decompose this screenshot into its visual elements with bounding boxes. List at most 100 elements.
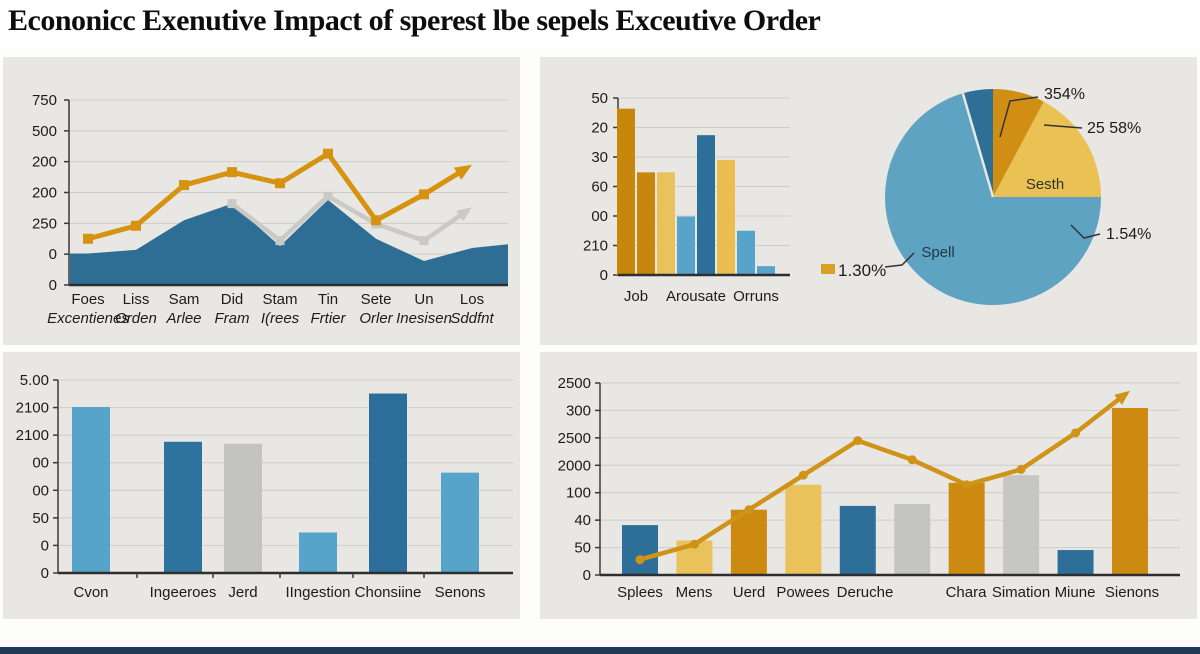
y-tick-label: 40 <box>574 512 591 529</box>
y-tick-label: 300 <box>566 402 591 419</box>
x-tick-label: Chara <box>946 584 988 601</box>
line-marker <box>131 220 141 231</box>
x-tick-label: Powees <box>776 584 829 601</box>
page-title: Econonicc Exenutive Impact of sperest lb… <box>8 4 821 37</box>
y-tick-label: 200 <box>32 185 57 202</box>
bar <box>224 443 262 573</box>
y-tick-label: 5.00 <box>20 372 49 389</box>
y-tick-label: 2500 <box>558 430 591 447</box>
pie-slice <box>885 93 1101 306</box>
y-tick-label: 00 <box>591 208 608 225</box>
y-tick-label: 00 <box>32 482 49 499</box>
bar <box>717 159 735 275</box>
y-tick-label: 0 <box>49 277 57 294</box>
x-tick-label: Cvon <box>73 584 108 601</box>
line-marker <box>323 191 333 201</box>
pie-callout-label: 1.54% <box>1106 226 1151 243</box>
bar <box>441 472 479 573</box>
x-tick-label: Stam <box>262 291 297 308</box>
y-tick-label: 0 <box>41 565 49 582</box>
line-marker <box>275 178 285 189</box>
x-tick-label: Liss <box>123 291 150 308</box>
y-tick-label: 60 <box>591 179 608 196</box>
x-tick-label: Sienons <box>1105 584 1159 601</box>
x-tick-label: Deruche <box>837 584 894 601</box>
callout-line <box>999 96 1039 138</box>
y-tick-label: 750 <box>32 92 57 109</box>
combo-bar-line-chart-svg: 2500 300 2500 2000 100 40 50 0 Splees Mens Uerd Pow… <box>558 375 1180 601</box>
callout-line <box>1070 224 1101 239</box>
bar <box>677 216 695 275</box>
x-tick-label: Los <box>460 291 484 308</box>
bar-and-pie-chart-svg: 50 20 30 60 00 210 0 Job Arousate Orruns 354%25 58… <box>583 86 1151 306</box>
x-tick-label: Ingeeroes <box>150 584 217 601</box>
x-tick-label: Simation <box>992 584 1050 601</box>
panel-area-line-chart: 750 500 200 200 250 0 0 Foes Excentienes Liss Orde… <box>3 57 520 345</box>
x-tick-label: Splees <box>617 584 663 601</box>
x-tick-label: Sddfnt <box>450 310 494 327</box>
bar <box>637 172 655 275</box>
panel-bar-and-pie-chart: 50 20 30 60 00 210 0 Job Arousate Orruns 354% 25 58… <box>540 57 1197 345</box>
x-tick-label: Foes <box>71 291 104 308</box>
bar <box>1003 475 1040 575</box>
bar <box>657 172 675 275</box>
pie-callout-label: 25 58% <box>1087 120 1141 137</box>
x-tick-label: Fram <box>215 310 250 327</box>
line-marker <box>323 148 333 159</box>
x-tick-label: Uerd <box>733 584 766 601</box>
gold-line-series <box>85 151 460 242</box>
pie-callout-label: 354% <box>1044 86 1085 103</box>
bar <box>369 393 407 573</box>
y-tick-label: 50 <box>32 510 49 527</box>
panel-category-bar-chart: 5.00 2100 2100 00 00 50 0 0 Cvon Ingeeroes Jerd IIn… <box>3 352 520 619</box>
bar <box>622 525 658 575</box>
x-tick-label: Inesisen <box>396 310 452 327</box>
line-marker <box>635 555 645 565</box>
x-tick-label: Arousate <box>666 288 726 305</box>
y-tick-label: 20 <box>591 120 608 137</box>
line-marker <box>419 189 429 200</box>
line-marker <box>371 215 381 226</box>
line-marker <box>1016 464 1026 474</box>
y-tick-label: 250 <box>32 215 57 232</box>
arrow-head-icon <box>453 164 472 180</box>
callout-line <box>1043 124 1083 129</box>
bar <box>730 509 767 575</box>
pie-slice-label: Sesth <box>1026 176 1064 193</box>
bar <box>1112 407 1148 575</box>
line-marker <box>1071 428 1081 438</box>
y-tick-label: 2000 <box>558 457 591 474</box>
callout-line <box>884 252 915 268</box>
bar <box>785 484 822 575</box>
pie-legend-label: 1.30% <box>838 261 886 280</box>
panel-combo-bar-line-chart: 2500 300 2500 2000 100 40 50 0 Splees Mens Uerd Pow… <box>540 352 1197 619</box>
x-tick-label: Orruns <box>733 288 779 305</box>
x-tick-label: Miune <box>1055 584 1096 601</box>
y-tick-label: 00 <box>32 455 49 472</box>
x-tick-label: Excentienes <box>47 310 129 327</box>
area-line-chart-svg: 750 500 200 200 250 0 0 Foes Excentienes Liss Orde… <box>32 92 508 327</box>
line-marker <box>744 505 754 515</box>
y-tick-label: 200 <box>32 154 57 171</box>
y-tick-label: 0 <box>41 537 49 554</box>
blue-area-series <box>70 199 508 285</box>
y-tick-label: 0 <box>583 567 591 584</box>
x-tick-label: Un <box>414 291 433 308</box>
y-tick-label: 2100 <box>16 427 49 444</box>
x-tick-label: Frtier <box>311 310 347 327</box>
x-tick-label: Arlee <box>165 310 201 327</box>
line-marker <box>962 480 972 490</box>
x-tick-label: Sete <box>361 291 392 308</box>
bar <box>1057 550 1094 575</box>
y-tick-label: 30 <box>591 149 608 166</box>
x-tick-label: IIngestion <box>285 584 350 601</box>
y-tick-label: 0 <box>600 267 608 284</box>
y-tick-label: 500 <box>32 123 57 140</box>
arrow-head-icon <box>1114 390 1130 405</box>
x-tick-label: Senons <box>435 584 486 601</box>
line-marker <box>227 167 237 178</box>
line-marker <box>227 199 237 209</box>
x-tick-label: Chonsiine <box>355 584 422 601</box>
x-tick-label: Did <box>221 291 244 308</box>
